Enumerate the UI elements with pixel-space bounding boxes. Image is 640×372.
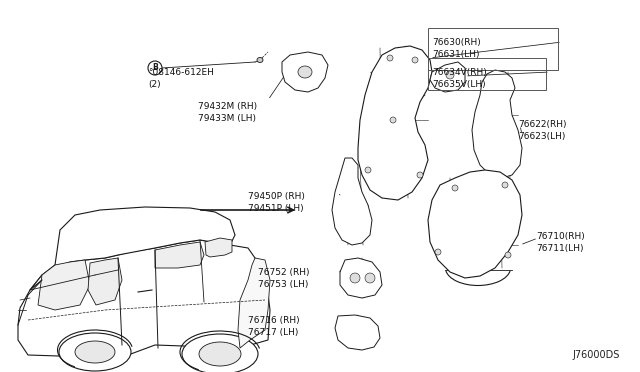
Circle shape [148,61,162,75]
Polygon shape [430,62,465,92]
Polygon shape [340,258,382,298]
Ellipse shape [182,334,258,372]
Polygon shape [30,207,235,290]
Bar [428,58,546,90]
Circle shape [452,185,458,191]
Circle shape [365,167,371,173]
Text: 76752 (RH)
76753 (LH): 76752 (RH) 76753 (LH) [258,268,310,289]
Text: °08146-612EH
(2): °08146-612EH (2) [148,68,214,89]
Text: 76634V(RH)
76635V(LH): 76634V(RH) 76635V(LH) [432,68,487,89]
Circle shape [417,172,423,178]
Polygon shape [88,258,122,305]
Text: 76716 (RH)
76717 (LH): 76716 (RH) 76717 (LH) [248,316,300,337]
Circle shape [350,273,360,283]
Polygon shape [38,260,90,310]
Text: 76622(RH)
76623(LH): 76622(RH) 76623(LH) [518,120,566,141]
Polygon shape [428,170,522,278]
Polygon shape [18,240,270,358]
Polygon shape [205,238,232,257]
Polygon shape [335,315,380,350]
Circle shape [505,252,511,258]
Ellipse shape [257,58,263,62]
Circle shape [387,55,393,61]
Text: J76000DS: J76000DS [573,350,620,360]
Circle shape [390,117,396,123]
Polygon shape [358,46,432,200]
Bar [428,28,558,70]
Circle shape [365,273,375,283]
Polygon shape [332,158,372,245]
Ellipse shape [199,342,241,366]
Ellipse shape [298,66,312,78]
Text: 76710(RH)
76711(LH): 76710(RH) 76711(LH) [536,232,585,253]
Text: 76630(RH)
76631(LH): 76630(RH) 76631(LH) [432,38,481,59]
Polygon shape [282,52,328,92]
Polygon shape [472,70,522,178]
Text: 79450P (RH)
79451P (LH): 79450P (RH) 79451P (LH) [248,192,305,213]
Text: B: B [152,64,158,73]
Circle shape [412,57,418,63]
Polygon shape [155,242,204,268]
Ellipse shape [75,341,115,363]
Ellipse shape [59,333,131,371]
Text: 79432M (RH)
79433M (LH): 79432M (RH) 79433M (LH) [198,102,257,123]
Circle shape [446,71,454,79]
Circle shape [435,249,441,255]
Polygon shape [238,258,270,348]
Circle shape [502,182,508,188]
